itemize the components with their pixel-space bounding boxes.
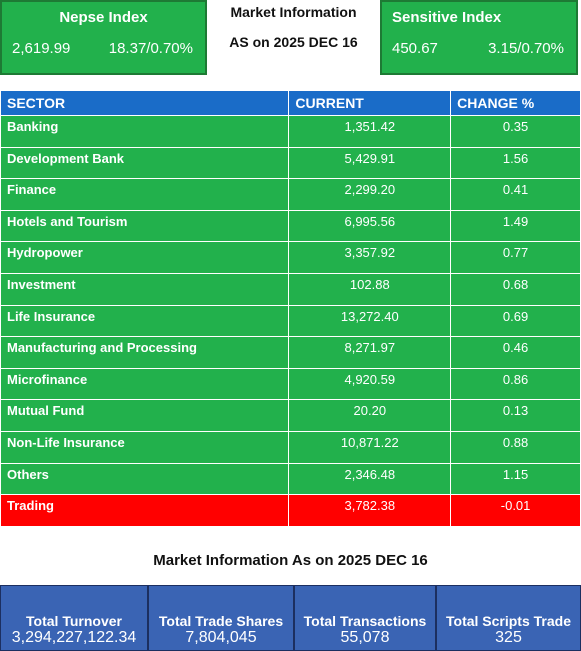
nepse-index-title: Nepse Index: [59, 9, 148, 26]
sector-name: Others: [0, 462, 290, 496]
summary-label: Total Scripts Trade: [446, 613, 571, 629]
sector-name: Hotels and Tourism: [0, 209, 290, 243]
summary-value: 325: [495, 629, 522, 646]
market-info-header: Market Information AS on 2025 DEC 16: [207, 0, 380, 75]
sector-name: Hydropower: [0, 241, 290, 274]
header-current: CURRENT: [288, 90, 452, 116]
sector-current: 3,357.92: [288, 241, 452, 274]
sector-change: 1.15: [450, 462, 581, 496]
sector-change: 0.86: [450, 367, 581, 401]
nepse-index-value: 2,619.99: [12, 40, 71, 57]
table-row: Others 2,346.48 1.15: [0, 462, 581, 496]
table-row: Banking 1,351.42 0.35: [0, 115, 581, 148]
sector-name: Investment: [0, 272, 290, 306]
sector-change: 1.56: [450, 146, 581, 180]
table-row: Trading 3,782.38 -0.01: [0, 494, 581, 527]
sector-current: 2,346.48: [288, 462, 452, 496]
summary-title: Market Information As on 2025 DEC 16: [153, 552, 428, 569]
sector-current: 20.20: [288, 399, 452, 432]
sector-change: 0.35: [450, 115, 581, 148]
summary-trade-shares: Total Trade Shares 7,804,045: [148, 585, 294, 651]
nepse-index-change: 18.37/0.70%: [108, 40, 193, 57]
summary-label: Total Trade Shares: [158, 613, 284, 629]
nepse-index-box: Nepse Index 2,619.99 18.37/0.70%: [0, 0, 207, 75]
table-row: Life Insurance 13,272.40 0.69: [0, 304, 581, 338]
sector-name: Manufacturing and Processing: [0, 336, 290, 369]
sector-change: 1.49: [450, 209, 581, 243]
table-row: Investment 102.88 0.68: [0, 272, 581, 306]
sector-current: 2,299.20: [288, 178, 452, 211]
summary-value: 55,078: [340, 629, 390, 646]
sector-current: 8,271.97: [288, 336, 452, 369]
table-row: Hydropower 3,357.92 0.77: [0, 241, 581, 274]
sector-current: 102.88: [288, 272, 452, 306]
sector-name: Mutual Fund: [0, 399, 290, 432]
sector-table: SECTOR CURRENT CHANGE % Banking 1,351.42 0…: [0, 90, 581, 527]
sector-name: Microfinance: [0, 367, 290, 401]
sector-current: 1,351.42: [288, 115, 452, 148]
sector-current: 13,272.40: [288, 304, 452, 338]
sector-current: 4,920.59: [288, 367, 452, 401]
table-row: Non-Life Insurance 10,871.22 0.88: [0, 430, 581, 464]
sector-change: 0.77: [450, 241, 581, 274]
summary-label: Total Transactions: [303, 613, 427, 629]
sensitive-index-box: Sensitive Index 450.67 3.15/0.70%: [380, 0, 578, 75]
sector-name: Finance: [0, 178, 290, 211]
summary-value: 7,804,045: [185, 629, 257, 646]
sector-change: 0.46: [450, 336, 581, 369]
sector-current: 6,995.56: [288, 209, 452, 243]
summary-label: Total Turnover: [26, 613, 122, 629]
market-info-date: AS on 2025 DEC 16: [229, 34, 358, 50]
sector-change: 0.68: [450, 272, 581, 306]
table-row: Hotels and Tourism 6,995.56 1.49: [0, 209, 581, 243]
sector-name: Life Insurance: [0, 304, 290, 338]
summary-value: 3,294,227,122.34: [11, 629, 137, 646]
sensitive-index-value: 450.67: [392, 40, 438, 57]
sector-name: Banking: [0, 115, 290, 148]
market-info-title: Market Information: [230, 4, 357, 20]
header-change: CHANGE %: [450, 90, 581, 116]
sector-change: 0.88: [450, 430, 581, 464]
sector-name: Trading: [0, 494, 290, 527]
table-row: Finance 2,299.20 0.41: [0, 178, 581, 211]
sector-current: 3,782.38: [288, 494, 452, 527]
summary-scripts-trade: Total Scripts Trade 325: [436, 585, 581, 651]
summary-bar: Total Turnover 3,294,227,122.34 Total Tr…: [0, 585, 581, 651]
sector-name: Non-Life Insurance: [0, 430, 290, 464]
sensitive-index-change: 3.15/0.70%: [488, 40, 564, 57]
summary-turnover: Total Turnover 3,294,227,122.34: [0, 585, 148, 651]
sector-change: 0.13: [450, 399, 581, 432]
summary-transactions: Total Transactions 55,078: [294, 585, 436, 651]
table-header-row: SECTOR CURRENT CHANGE %: [0, 90, 581, 116]
sector-change: 0.41: [450, 178, 581, 211]
sector-name: Development Bank: [0, 146, 290, 180]
table-row: Mutual Fund 20.20 0.13: [0, 399, 581, 432]
table-row: Development Bank 5,429.91 1.56: [0, 146, 581, 180]
sector-change: 0.69: [450, 304, 581, 338]
table-row: Manufacturing and Processing 8,271.97 0.46: [0, 336, 581, 369]
header-sector: SECTOR: [0, 90, 290, 116]
sensitive-index-title: Sensitive Index: [392, 9, 502, 26]
sector-change: -0.01: [450, 494, 581, 527]
sector-current: 10,871.22: [288, 430, 452, 464]
table-row: Microfinance 4,920.59 0.86: [0, 367, 581, 401]
sector-current: 5,429.91: [288, 146, 452, 180]
